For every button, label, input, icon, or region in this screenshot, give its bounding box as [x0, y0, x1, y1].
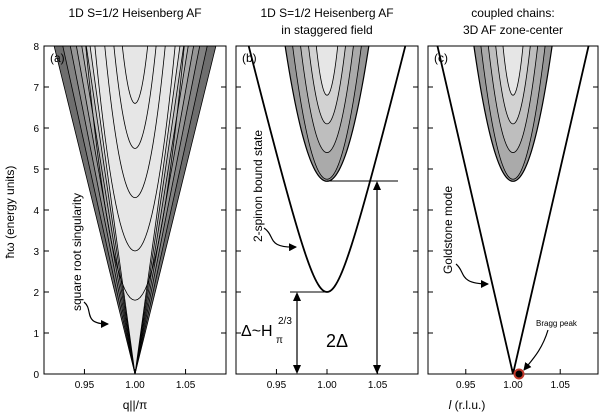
continuum-band: [89, 46, 181, 374]
annotation-goldstone: Goldstone mode: [441, 186, 455, 274]
arrow-goldstone: [455, 263, 489, 288]
annotation-bound-state: 2-spinon bound state: [251, 130, 265, 242]
annotation-bragg: Bragg peak: [536, 319, 578, 328]
x-tick-label: 1.05: [176, 380, 196, 391]
arrow-square-root: [83, 301, 109, 328]
x-tick-label: 1.00: [125, 380, 145, 391]
gap-arrow-head-down: [293, 365, 301, 374]
panel-c-continuum: [473, 46, 553, 182]
annotation-gap-subscript: π: [276, 335, 283, 346]
x-tick-label: 0.95: [456, 380, 476, 391]
panel-c-title: coupled chains:: [471, 6, 554, 20]
panel-a: (a) 0 1 2 3 4 5 6 7 8 0.95 1.00 1.05 ħω (energy un…: [3, 42, 227, 412]
panel-b-title: 1D S=1/2 Heisenberg AF: [260, 6, 393, 20]
y-tick-label: 0: [33, 370, 39, 381]
goldstone-mode: [436, 46, 590, 374]
two-gap-arrow-head-down: [373, 365, 381, 374]
panel-b-subtitle: in staggered field: [281, 23, 372, 37]
y-tick-label: 5: [33, 165, 39, 176]
panel-a-yticks: 0 1 2 3 4 5 6 7 8: [33, 42, 226, 381]
annotation-gap-exponent: 2/3: [278, 316, 292, 327]
contour-line: [104, 46, 166, 199]
x-axis-label-a: q||/π: [123, 398, 148, 412]
x-tick-label: 0.95: [75, 380, 95, 391]
two-gap-arrow-head-up: [373, 181, 381, 190]
annotation-two-gap: 2Δ: [326, 331, 348, 351]
y-tick-label: 4: [33, 206, 39, 217]
shared-x-axis-units: (r.l.u.): [451, 398, 485, 412]
continuum-band: [315, 46, 339, 96]
x-tick-label: 1.00: [317, 380, 337, 391]
shared-x-axis-l: l: [449, 398, 452, 412]
bragg-peak-dot: [513, 368, 525, 380]
arrow-bragg: [523, 329, 549, 371]
continuum-band: [502, 46, 524, 96]
contour-line: [113, 46, 157, 149]
contour-line: [85, 46, 185, 301]
x-tick-label: 1.05: [368, 380, 388, 391]
y-tick-label: 8: [33, 42, 39, 53]
x-tick-label: 1.00: [503, 380, 523, 391]
y-tick-label: 3: [33, 247, 39, 258]
panel-b-yticks: [236, 45, 418, 375]
panel-c-yticks: [428, 45, 598, 375]
arrow-bound-state: [263, 227, 297, 252]
panel-c-label: (c): [434, 51, 448, 65]
contour-line: [94, 46, 176, 252]
y-tick-label: 2: [33, 288, 39, 299]
panel-b-label: (b): [242, 51, 257, 65]
y-tick-label: 6: [33, 124, 39, 135]
panel-b-xticks: 0.95 1.00 1.05: [267, 369, 388, 391]
panel-c: (c) 0.95 1.00 1.05 Goldstone mode Bragg pe…: [427, 45, 599, 391]
annotation-square-root-singularity: square root singularity: [70, 193, 84, 311]
x-tick-label: 0.95: [267, 380, 287, 391]
y-tick-label: 1: [33, 329, 39, 340]
panel-a-continuum: [53, 46, 217, 374]
y-tick-label: 7: [33, 83, 39, 94]
panel-a-label: (a): [50, 51, 65, 65]
x-tick-label: 1.05: [550, 380, 570, 391]
shared-x-axis-label: l (r.l.u.): [449, 398, 486, 412]
panel-a-xticks: 0.95 1.00 1.05: [75, 369, 196, 391]
panel-b: (b) 0.95 1.00 1.05 2-spinon bound state Δ~…: [235, 45, 419, 391]
gap-arrow-head-up: [293, 292, 301, 301]
annotation-gap: Δ~H: [241, 323, 273, 340]
y-axis-label: ħω (energy units): [3, 166, 17, 259]
panel-c-xticks: 0.95 1.00 1.05: [456, 369, 570, 391]
contour-line: [121, 46, 149, 104]
panel-b-continuum: [284, 46, 370, 182]
panel-c-subtitle: 3D AF zone-center: [463, 23, 563, 37]
panel-a-title: 1D S=1/2 Heisenberg AF: [68, 6, 201, 20]
